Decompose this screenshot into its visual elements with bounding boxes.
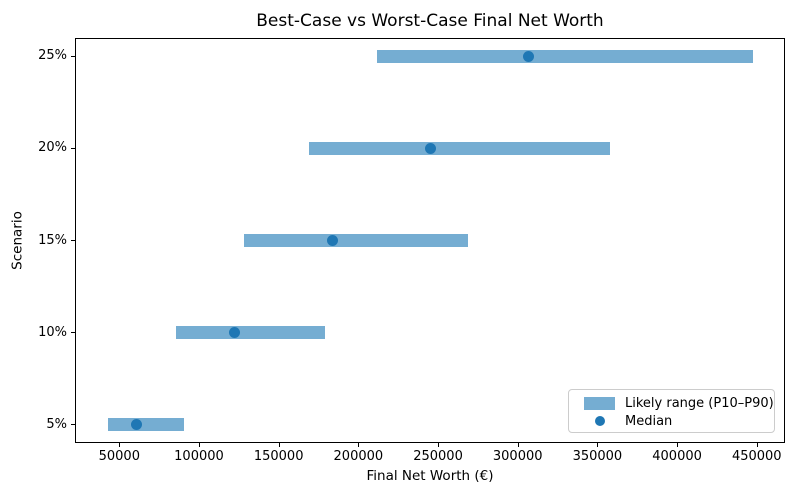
- legend-label-likely-range: Likely range (P10–P90): [625, 395, 774, 411]
- x-tick-label: 50000: [98, 449, 140, 464]
- x-tick-label: 250000: [413, 449, 463, 464]
- legend: Likely range (P10–P90) Median: [568, 389, 775, 433]
- legend-item-median: Median: [569, 412, 774, 430]
- median-dot: [229, 327, 241, 339]
- legend-item-likely-range: Likely range (P10–P90): [569, 394, 774, 412]
- y-tick-label: 25%: [38, 48, 67, 64]
- range-bar-swatch-icon: [584, 396, 615, 410]
- x-tick-label: 450000: [731, 449, 782, 464]
- median-dot: [424, 142, 436, 154]
- x-tick-label: 100000: [174, 449, 224, 464]
- y-tick-mark: [71, 147, 75, 149]
- x-tick-mark: [517, 443, 519, 447]
- y-tick-label: 5%: [46, 416, 67, 432]
- x-tick-mark: [677, 443, 679, 447]
- x-tick-label: 300000: [492, 449, 543, 464]
- range-bar: [376, 49, 753, 63]
- y-tick-mark: [71, 424, 75, 426]
- x-tick-mark: [119, 443, 121, 447]
- x-axis-label: Final Net Worth (€): [366, 468, 494, 484]
- x-tick-label: 400000: [652, 449, 702, 464]
- x-tick-mark: [756, 443, 758, 447]
- median-dot: [326, 235, 338, 246]
- x-tick-mark: [198, 443, 200, 447]
- y-tick-label: 15%: [38, 232, 67, 248]
- y-tick-mark: [71, 55, 75, 57]
- range-bar: [243, 234, 469, 247]
- range-bar: [308, 141, 611, 155]
- x-tick-mark: [438, 443, 440, 447]
- y-tick-label: 10%: [38, 324, 67, 340]
- y-tick-mark: [71, 240, 75, 241]
- x-tick-label: 200000: [333, 449, 384, 464]
- y-tick-mark: [71, 332, 75, 334]
- legend-label-median: Median: [625, 413, 673, 429]
- median-dot: [131, 419, 143, 431]
- chart-title: Best-Case vs Worst-Case Final Net Worth: [256, 11, 604, 31]
- x-tick-label: 150000: [253, 449, 304, 464]
- x-tick-mark: [358, 443, 360, 447]
- x-tick-label: 350000: [572, 449, 623, 464]
- median-dot-swatch-icon: [595, 416, 605, 426]
- y-tick-label: 20%: [38, 140, 67, 156]
- x-tick-mark: [597, 443, 599, 447]
- median-dot: [522, 50, 534, 62]
- x-tick-mark: [278, 443, 280, 447]
- range-bar: [108, 418, 184, 432]
- range-bar: [175, 326, 325, 340]
